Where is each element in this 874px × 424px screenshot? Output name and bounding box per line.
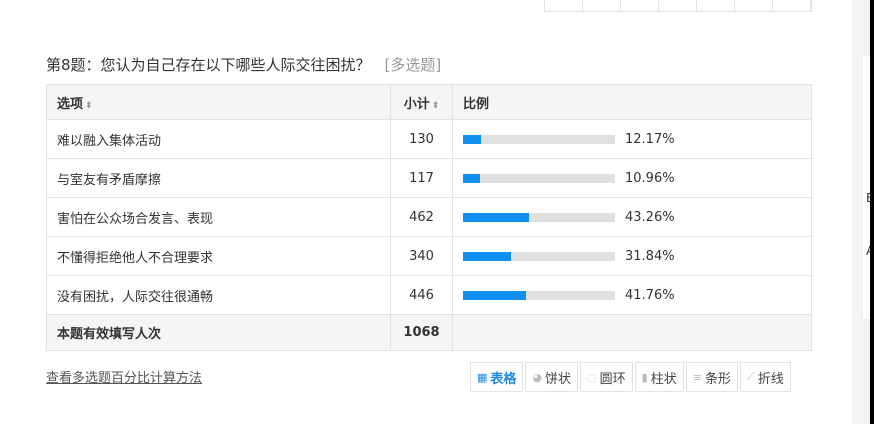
ratio-percent: 43.26% (625, 209, 675, 225)
toolbar-button[interactable] (773, 0, 811, 11)
ratio-cell: 41.76% (452, 275, 812, 315)
ratio-cell: 43.26% (452, 197, 812, 237)
header-option[interactable]: 选项 ⬍ (46, 84, 391, 120)
chart-type-table[interactable]: ▦ 表格 (470, 362, 524, 392)
question-title: 第8题：您认为自己存在以下哪些人际交往困扰？ [多选题] (46, 54, 441, 75)
ratio-cell: 12.17% (452, 119, 812, 159)
header-ratio: 比例 (452, 84, 812, 120)
question-type-tag: [多选题] (384, 56, 442, 74)
option-label: 与室友有矛盾摩擦 (46, 158, 391, 198)
chart-type-pie[interactable]: ◕ 饼状 (525, 362, 579, 392)
chart-type-switcher: ▦ 表格 ◕ 饼状 ◌ 圆环 ▮ 柱状 ≡ 条形 ⟋ 折线 (470, 362, 791, 392)
ratio-bar-fill (463, 173, 480, 183)
option-label: 难以融入集体活动 (46, 119, 391, 159)
table-icon: ▦ (477, 370, 488, 384)
sort-icon[interactable]: ⬍ (431, 100, 440, 111)
ring-icon: ◌ (587, 370, 597, 384)
column-icon: ▮ (641, 370, 648, 384)
option-label: 害怕在公众场合发言、表现 (46, 197, 391, 237)
ratio-cell: 31.84% (452, 236, 812, 276)
option-label: 不懂得拒绝他人不合理要求 (46, 236, 391, 276)
calc-method-link[interactable]: 查看多选题百分比计算方法 (46, 371, 203, 386)
pie-icon: ◕ (532, 370, 543, 384)
toolbar-button[interactable] (735, 0, 773, 11)
ratio-bar (463, 212, 615, 222)
footer-label: 本题有效填写人次 (46, 314, 391, 351)
toolbar-button[interactable] (697, 0, 735, 11)
ratio-bar-fill (463, 290, 527, 300)
ratio-cell: 10.96% (452, 158, 812, 198)
table-row: 不懂得拒绝他人不合理要求 340 31.84% (46, 236, 812, 276)
line-icon: ⟋ (746, 370, 755, 383)
header-count[interactable]: 小计 ⬍ (390, 84, 453, 120)
ratio-percent: 31.84% (625, 248, 675, 264)
chart-type-column[interactable]: ▮ 柱状 (634, 362, 684, 392)
toolbar-button[interactable] (659, 0, 697, 11)
bar-icon: ≡ (692, 370, 702, 384)
footer-count: 1068 (390, 314, 453, 351)
sort-icon[interactable]: ⬍ (85, 100, 93, 111)
toolbar-button[interactable] (621, 0, 659, 11)
ratio-bar-fill (463, 134, 482, 144)
table-row: 害怕在公众场合发言、表现 462 43.26% (46, 197, 812, 237)
toolbar-button[interactable] (583, 0, 621, 11)
chart-type-line[interactable]: ⟋ 折线 (739, 362, 791, 392)
option-count: 446 (390, 275, 453, 315)
ratio-percent: 10.96% (625, 170, 675, 186)
ratio-percent: 41.76% (625, 287, 675, 303)
ratio-bar (463, 173, 615, 183)
ratio-bar (463, 290, 615, 300)
table-row: 与室友有矛盾摩擦 117 10.96% (46, 158, 812, 198)
table-row: 难以融入集体活动 130 12.17% (46, 119, 812, 159)
option-count: 340 (390, 236, 453, 276)
ratio-percent: 12.17% (625, 131, 675, 147)
option-count: 117 (390, 158, 453, 198)
option-count: 130 (390, 119, 453, 159)
ratio-bar-fill (463, 251, 512, 261)
ratio-bar-fill (463, 212, 529, 222)
ratio-bar (463, 251, 615, 261)
option-count: 462 (390, 197, 453, 237)
chart-type-bar[interactable]: ≡ 条形 (685, 362, 738, 392)
option-label: 没有困扰，人际交往很通畅 (46, 275, 391, 315)
chart-type-ring[interactable]: ◌ 圆环 (580, 362, 633, 392)
toolbar-button[interactable] (545, 0, 583, 11)
results-table: 选项 ⬍ 小计 ⬍ 比例 难以融入集体活动 130 12.17% 与室友有矛盾摩擦 1… (46, 84, 812, 351)
ratio-bar (463, 134, 615, 144)
table-row: 没有困扰，人际交往很通畅 446 41.76% (46, 275, 812, 315)
question-text: 第8题：您认为自己存在以下哪些人际交往困扰？ (46, 56, 371, 74)
top-toolbar (544, 0, 812, 12)
